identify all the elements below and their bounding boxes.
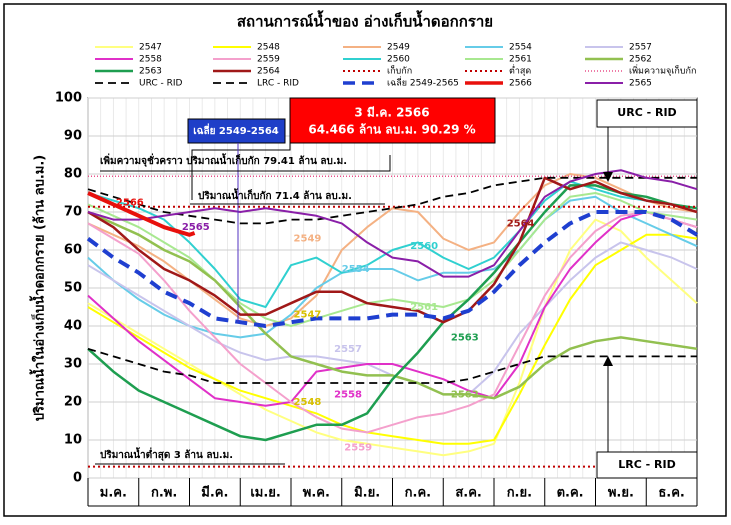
series-inline-label: 2561 (410, 302, 438, 313)
legend-label: 2561 (509, 55, 532, 65)
x-tick-label: ม.ค. (100, 486, 127, 501)
series-inline-label: 2566 (116, 198, 144, 209)
lrc-box (596, 451, 698, 479)
legend-label: 2557 (629, 43, 652, 53)
y-tick-label: 0 (73, 471, 82, 486)
legend-label: 2565 (629, 79, 652, 89)
legend-label: 2554 (509, 43, 532, 53)
y-tick-label: 60 (64, 243, 82, 258)
legend-label: เฉลี่ย 2549-2565 (387, 76, 459, 89)
y-tick-label: 30 (64, 357, 82, 372)
series-inline-label: 2549 (294, 234, 322, 245)
lrc-text: LRC - RID (618, 458, 675, 471)
y-tick-label: 10 (64, 433, 82, 448)
series-inline-label: 2558 (334, 389, 362, 400)
arrow (603, 172, 613, 182)
series-inline-label: 2560 (410, 241, 438, 252)
callout-box (289, 97, 496, 144)
series-line (87, 347, 697, 384)
callout-text: 3 มี.ค. 2566 (354, 106, 429, 120)
legend-label: ต่ำสุด (509, 64, 531, 77)
series-line (87, 176, 698, 324)
note-text: เพิ่มความจุชั่วคราว ปริมาณน้ำเก็บกัก 79.… (100, 153, 347, 167)
x-tick-label: มิ.ย. (354, 486, 380, 501)
series-inline-label: 2565 (182, 222, 210, 233)
x-tick-label: มี.ค. (201, 485, 228, 501)
series-line (86, 210, 699, 328)
series-line (87, 184, 698, 442)
chart-title: สถานการณ์น้ำของ อ่างเก็บน้ำดอกกราย (237, 10, 493, 31)
legend-label: 2562 (629, 55, 652, 65)
y-tick-label: 90 (64, 129, 82, 144)
series-line (87, 192, 698, 327)
series-inline-label: 2559 (344, 443, 372, 454)
legend-label: 2549 (387, 43, 410, 53)
series-inline-label: 2564 (507, 218, 535, 229)
y-tick-label: 80 (64, 167, 82, 182)
x-tick-label: ก.พ. (151, 486, 177, 501)
urc-leader (600, 126, 609, 178)
arrow (603, 356, 613, 366)
legend-label: 2566 (509, 79, 532, 89)
series-inline-label: 2562 (451, 389, 479, 400)
series-inline-label: 2547 (294, 310, 322, 321)
series-inline-label: 2557 (334, 344, 362, 355)
legend-label: 2564 (257, 67, 280, 77)
legend-label: 2563 (139, 67, 162, 77)
x-tick-label: พ.ย. (608, 486, 634, 501)
y-tick-label: 20 (64, 395, 82, 410)
legend-label: 2547 (139, 43, 162, 53)
callout-text: 64.466 ล้าน ลบ.ม. 90.29 % (308, 123, 475, 137)
y-tick-label: 50 (64, 281, 82, 296)
legend-label: 2559 (257, 55, 280, 65)
x-tick-label: ธ.ค. (658, 486, 685, 501)
urc-box (596, 99, 698, 128)
avg-box (187, 118, 286, 144)
x-tick-label: ก.ค. (405, 486, 431, 501)
avg-text: เฉลี่ย 2549-2564 (193, 123, 279, 137)
lrc-leader (600, 360, 609, 453)
series-inline-label: 2554 (342, 264, 370, 275)
y-tick-label: 100 (55, 91, 82, 106)
legend-label: 2560 (387, 55, 410, 65)
series-line (87, 218, 698, 457)
legend-label: LRC - RID (257, 79, 299, 89)
series-line (87, 211, 698, 407)
x-tick-label: ก.ย. (507, 486, 532, 501)
series-inline-label: 2548 (294, 397, 322, 408)
x-tick-label: ต.ค. (557, 486, 584, 501)
y-tick-label: 70 (64, 205, 82, 220)
legend-label: URC - RID (139, 79, 183, 89)
x-tick-label: ส.ค. (455, 486, 482, 501)
series-line (87, 176, 697, 225)
x-tick-label: พ.ค. (303, 486, 330, 501)
series-line (87, 211, 698, 434)
series-line (87, 233, 698, 445)
series-line (87, 210, 698, 400)
y-axis-label: ปริมาณน้ำในอ่างเก็บน้ำดอกกราย (ล้าน ลบ.ม… (29, 155, 48, 421)
legend-label: 2548 (257, 43, 280, 53)
callout-leader (191, 143, 291, 200)
x-tick-label: เม.ย. (250, 486, 281, 501)
note-leader (100, 155, 391, 172)
note-text: ปริมาณน้ำเก็บกัก 71.4 ล้าน ลบ.ม. (198, 188, 352, 202)
series-line (87, 169, 698, 278)
legend-label: 2558 (139, 55, 162, 65)
legend-label: เก็บกัก (387, 64, 412, 77)
series-line (87, 180, 698, 308)
series-inline-label: 2563 (451, 332, 479, 343)
legend-label: เพิ่มความจุเก็บกัก (629, 64, 696, 77)
series-line (87, 191, 196, 237)
note-text: ปริมาณน้ำต่ำสุด 3 ล้าน ลบ.ม. (100, 447, 233, 461)
urc-text: URC - RID (617, 106, 676, 119)
y-tick-label: 40 (64, 319, 82, 334)
